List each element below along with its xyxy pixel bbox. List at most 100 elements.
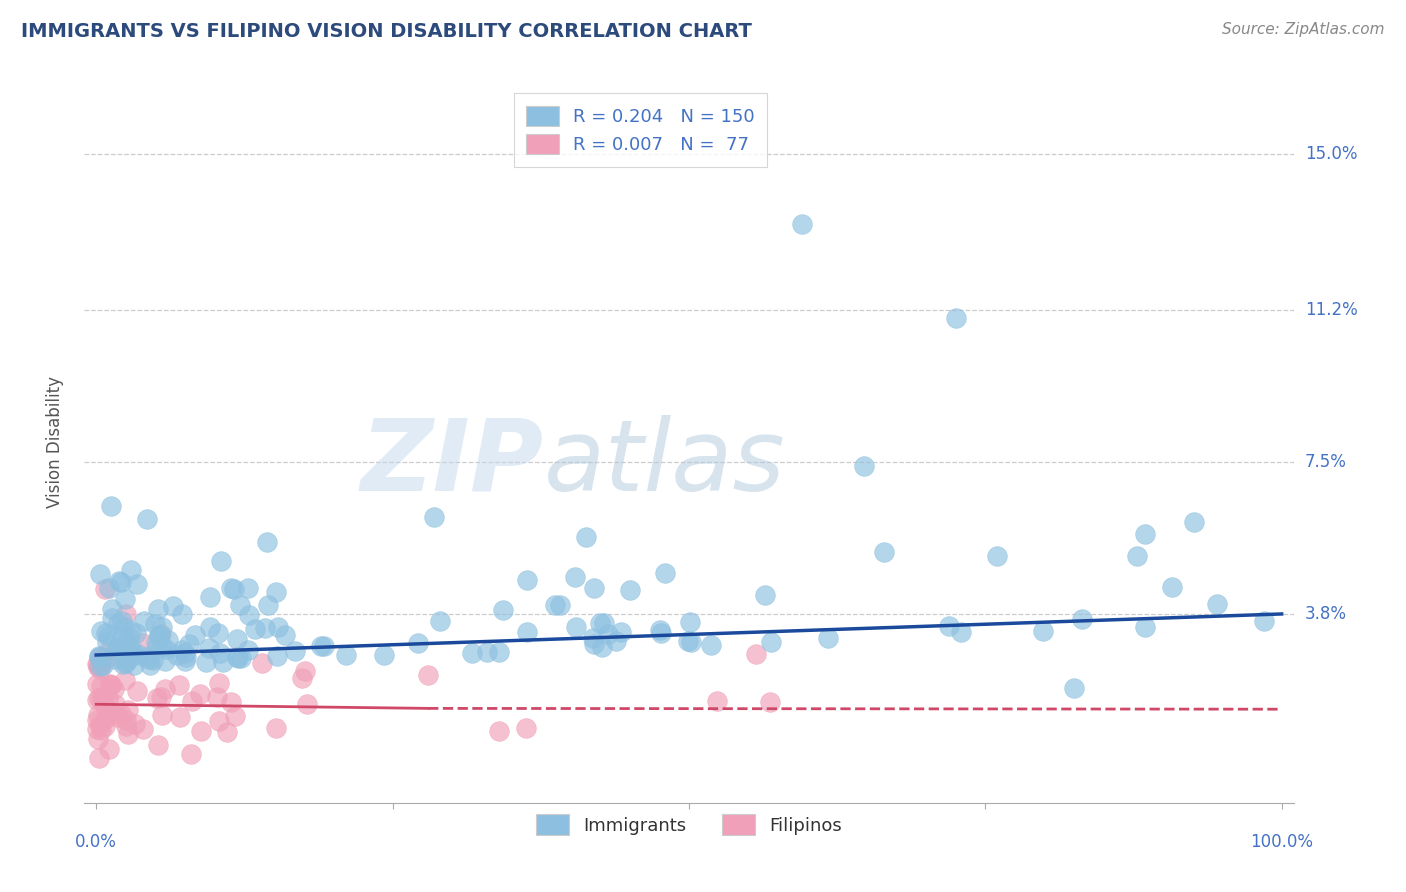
Point xyxy=(90,723,112,738)
Point xyxy=(114,591,136,606)
Point xyxy=(101,611,124,625)
Point xyxy=(86,693,108,707)
Point xyxy=(1253,614,1275,628)
Point xyxy=(114,648,136,663)
Point xyxy=(110,707,132,722)
Point xyxy=(938,619,960,633)
Point xyxy=(226,632,249,646)
Point xyxy=(117,703,139,717)
Point xyxy=(155,642,177,657)
Point xyxy=(87,657,110,672)
Point xyxy=(212,655,235,669)
Point xyxy=(143,617,166,632)
Point xyxy=(754,588,776,602)
Point xyxy=(207,626,229,640)
Point xyxy=(516,573,538,587)
Point xyxy=(115,635,138,649)
Point xyxy=(93,582,115,597)
Point xyxy=(180,747,202,761)
Point xyxy=(180,694,202,708)
Point xyxy=(238,607,260,622)
Point xyxy=(112,620,135,634)
Point xyxy=(107,710,129,724)
Point xyxy=(745,647,768,661)
Point xyxy=(136,649,159,664)
Point xyxy=(90,624,112,638)
Legend: Immigrants, Filipinos: Immigrants, Filipinos xyxy=(523,802,855,848)
Point xyxy=(679,635,702,649)
Point xyxy=(87,751,110,765)
Point xyxy=(516,625,538,640)
Point xyxy=(195,655,218,669)
Point xyxy=(120,640,142,654)
Point xyxy=(650,626,672,640)
Point xyxy=(173,646,195,660)
Point xyxy=(548,599,571,613)
Point xyxy=(115,607,138,621)
Point xyxy=(91,657,114,672)
Point xyxy=(236,581,259,595)
Point xyxy=(406,636,429,650)
Point xyxy=(122,646,145,660)
Point xyxy=(1071,612,1094,626)
Point xyxy=(110,575,132,590)
Point xyxy=(176,650,198,665)
Point xyxy=(146,690,169,705)
Point xyxy=(97,581,120,595)
Text: 11.2%: 11.2% xyxy=(1305,301,1357,319)
Point xyxy=(150,640,173,655)
Point xyxy=(759,635,782,649)
Point xyxy=(96,635,118,649)
Point xyxy=(100,678,122,692)
Text: Source: ZipAtlas.com: Source: ZipAtlas.com xyxy=(1222,22,1385,37)
Point xyxy=(142,653,165,667)
Point xyxy=(790,217,813,231)
Point xyxy=(150,627,173,641)
Point xyxy=(706,693,728,707)
Point xyxy=(124,626,146,640)
Point xyxy=(564,570,586,584)
Point xyxy=(209,554,232,568)
Point xyxy=(589,616,612,631)
Point xyxy=(115,719,138,733)
Point xyxy=(89,691,111,706)
Point xyxy=(94,625,117,640)
Point xyxy=(460,646,482,660)
Point xyxy=(184,628,207,642)
Point xyxy=(1126,549,1149,563)
Point xyxy=(111,642,134,657)
Point xyxy=(111,614,134,628)
Point xyxy=(156,633,179,648)
Point xyxy=(98,741,121,756)
Point xyxy=(198,620,221,634)
Point xyxy=(1206,597,1229,611)
Point xyxy=(172,643,194,657)
Point xyxy=(117,647,139,661)
Point xyxy=(105,644,128,658)
Point xyxy=(125,576,148,591)
Point xyxy=(100,678,122,692)
Point xyxy=(619,582,641,597)
Point xyxy=(209,646,232,660)
Point xyxy=(429,615,451,629)
Point xyxy=(97,706,120,720)
Point xyxy=(162,599,184,614)
Point xyxy=(1160,580,1182,594)
Point xyxy=(167,678,190,692)
Point xyxy=(264,721,287,735)
Point xyxy=(148,628,170,642)
Point xyxy=(335,648,357,663)
Point xyxy=(94,712,117,726)
Point xyxy=(488,645,510,659)
Point xyxy=(98,676,121,690)
Point xyxy=(150,690,173,704)
Point xyxy=(111,629,134,643)
Point xyxy=(593,615,616,630)
Point xyxy=(264,585,287,599)
Point xyxy=(120,644,142,658)
Point xyxy=(207,690,229,705)
Point xyxy=(853,459,876,474)
Point xyxy=(90,679,112,693)
Point xyxy=(97,629,120,643)
Point xyxy=(219,695,242,709)
